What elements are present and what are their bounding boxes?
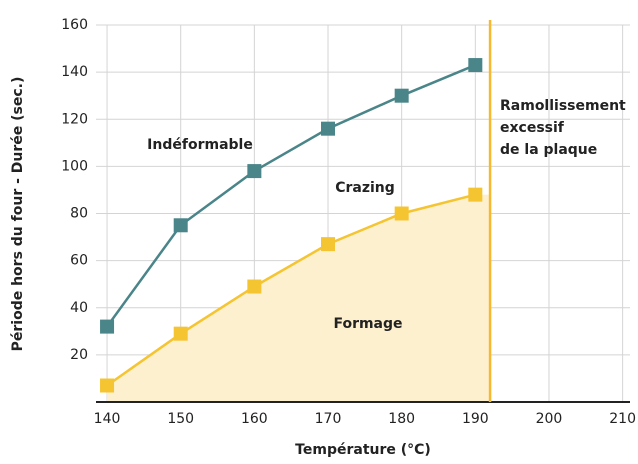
marker	[247, 279, 262, 294]
marker	[468, 187, 483, 202]
annotation: Ramollissement	[500, 98, 626, 114]
marker	[321, 237, 336, 252]
x-tick-label: 170	[315, 411, 342, 427]
series-line	[106, 63, 476, 328]
y-tick-label: 60	[70, 253, 88, 269]
x-tick-label: 200	[536, 411, 563, 427]
y-tick-label: 20	[70, 347, 88, 363]
y-tick-label: 160	[61, 17, 88, 33]
y-tick-label: 100	[61, 158, 88, 174]
marker	[173, 218, 188, 233]
series-line	[106, 193, 476, 387]
y-tick-label: 40	[70, 300, 88, 316]
marker	[100, 378, 115, 393]
marker	[247, 164, 262, 179]
y-tick-label: 120	[61, 111, 88, 127]
marker	[394, 88, 409, 103]
y-axis-label: Période hors du four - Durée (sec.)	[10, 77, 26, 352]
x-tick-label: 160	[241, 411, 268, 427]
x-tick-label: 140	[94, 411, 121, 427]
marker	[173, 326, 188, 341]
marker	[394, 206, 409, 221]
x-tick-label: 190	[462, 411, 489, 427]
marker	[321, 121, 336, 136]
marker	[100, 319, 115, 334]
annotation: excessif	[500, 120, 565, 136]
series-label: Indéformable	[147, 137, 253, 153]
area-fill	[107, 194, 491, 402]
series-label: Formage	[333, 316, 402, 332]
annotation: Crazing	[335, 180, 395, 196]
x-tick-label: 210	[609, 411, 636, 427]
annotation: de la plaque	[500, 142, 597, 158]
y-tick-label: 140	[61, 64, 88, 80]
x-axis-label: Température (°C)	[295, 442, 431, 458]
y-tick-label: 80	[70, 206, 88, 222]
marker	[468, 58, 483, 73]
x-tick-label: 150	[167, 411, 194, 427]
x-tick-label: 180	[388, 411, 415, 427]
